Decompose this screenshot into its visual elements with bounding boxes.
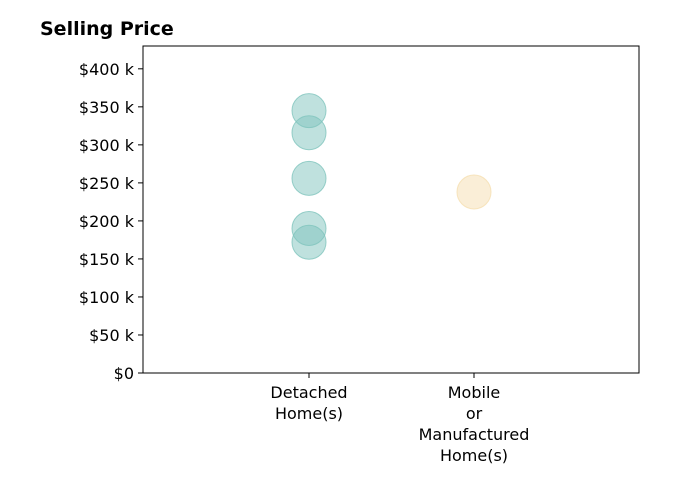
data-point bbox=[291, 224, 327, 260]
data-point bbox=[291, 160, 327, 196]
y-tick-label: $250 k bbox=[79, 174, 135, 193]
y-tick-label: $100 k bbox=[79, 288, 135, 307]
y-axis: $0 $50 k $100 k $150 k $200 k $250 k $300 k $35… bbox=[79, 60, 143, 383]
y-tick-label: $200 k bbox=[79, 212, 135, 231]
y-tick-label: $350 k bbox=[79, 98, 135, 117]
x-tick-label: Detached Home(s) bbox=[270, 383, 347, 423]
x-tick-label: Mobile or Manufactured Home(s) bbox=[419, 383, 530, 465]
y-tick-label: $50 k bbox=[89, 326, 135, 345]
x-axis: Detached Home(s) Mobile or Manufactured Home(… bbox=[270, 373, 529, 465]
data-point bbox=[456, 174, 492, 210]
y-tick-label: $400 k bbox=[79, 60, 135, 79]
y-tick-label: $0 bbox=[114, 364, 134, 383]
chart-title: Selling Price bbox=[40, 18, 174, 40]
y-tick-label: $300 k bbox=[79, 136, 135, 155]
plot-frame bbox=[142, 45, 640, 374]
y-tick-label: $150 k bbox=[79, 250, 135, 269]
data-point bbox=[291, 115, 327, 151]
plot-marks bbox=[291, 93, 492, 260]
